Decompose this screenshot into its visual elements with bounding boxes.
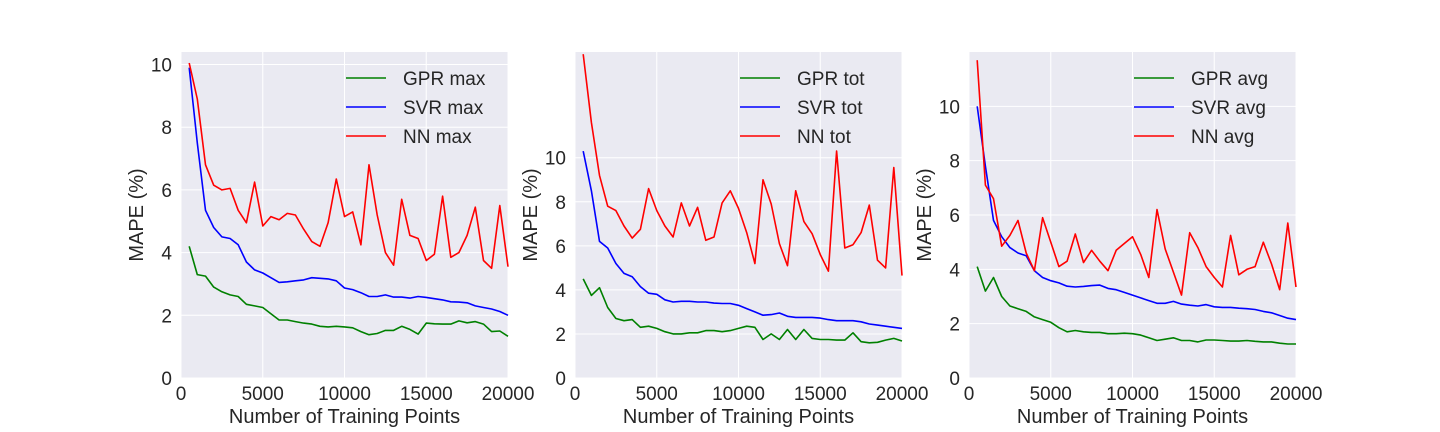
y-tick-label: 2: [949, 315, 960, 336]
x-axis-label: Number of Training Points: [229, 406, 460, 428]
x-tick-label: 15000: [1188, 384, 1241, 405]
x-tick-label: 10000: [712, 384, 765, 405]
y-axis-label: MAPE (%): [126, 168, 148, 261]
legend-entry: SVR avg: [1191, 98, 1266, 119]
y-tick-label: 10: [939, 97, 960, 118]
legend-entry: GPR avg: [1191, 69, 1268, 90]
x-tick-label: 20000: [1270, 384, 1323, 405]
x-tick-label: 0: [964, 384, 975, 405]
series-line-svr-max: [188, 67, 509, 317]
x-axis-label: Number of Training Points: [1017, 406, 1248, 428]
y-tick-label: 8: [949, 152, 960, 173]
y-tick-label: 2: [555, 325, 566, 346]
chart-panel-max: 0 5000 10000 15000 20000 0 2 4 6 8 10 Number of Tra…: [126, 52, 534, 428]
legend-entry: NN max: [403, 127, 472, 148]
y-tick-label: 0: [949, 369, 960, 390]
y-tick-label: 6: [949, 206, 960, 227]
series-line-nn-max: [188, 62, 509, 270]
series-line-svr-tot: [582, 150, 903, 330]
y-tick-label: 8: [555, 193, 566, 214]
y-tick-label: 0: [161, 369, 172, 390]
y-tick-label: 4: [949, 260, 960, 281]
y-axis-label: MAPE (%): [914, 168, 936, 261]
x-tick-label: 5000: [242, 384, 284, 405]
y-tick-label: 4: [161, 244, 172, 265]
legend-entry: GPR max: [403, 69, 486, 90]
series-line-nn-tot: [582, 54, 903, 276]
legend-entry: NN avg: [1191, 127, 1254, 148]
legend-entry: GPR tot: [797, 69, 865, 90]
y-axis-label: MAPE (%): [520, 168, 542, 261]
x-tick-label: 20000: [876, 384, 929, 405]
x-tick-label: 0: [570, 384, 581, 405]
y-tick-label: 10: [151, 56, 172, 77]
series-line-nn-avg: [976, 60, 1297, 296]
x-tick-label: 10000: [318, 384, 371, 405]
y-tick-label: 10: [545, 149, 566, 170]
series-line-gpr-max: [188, 246, 509, 337]
x-axis-label: Number of Training Points: [623, 406, 854, 428]
series-line-gpr-tot: [582, 278, 903, 344]
y-tick-label: 4: [555, 281, 566, 302]
x-tick-label: 5000: [636, 384, 678, 405]
y-tick-label: 2: [161, 306, 172, 327]
x-tick-label: 15000: [794, 384, 847, 405]
x-tick-label: 5000: [1030, 384, 1072, 405]
series-line-gpr-avg: [976, 266, 1296, 345]
legend-entry: NN tot: [797, 127, 852, 148]
y-tick-label: 6: [161, 181, 172, 202]
x-tick-label: 20000: [482, 384, 535, 405]
chart-panel-avg: 0 5000 10000 15000 20000 0 2 4 6 8 10 Number of Tra…: [914, 52, 1322, 428]
x-tick-label: 0: [176, 384, 187, 405]
y-tick-label: 6: [555, 237, 566, 258]
legend-entry: SVR tot: [797, 98, 863, 119]
x-tick-label: 10000: [1106, 384, 1159, 405]
y-tick-label: 0: [555, 369, 566, 390]
y-tick-label: 8: [161, 118, 172, 139]
x-tick-label: 15000: [400, 384, 453, 405]
chart-panel-tot: 0 5000 10000 15000 20000 0 2 4 6 8 10 Number of Tra…: [520, 52, 928, 428]
legend-entry: SVR max: [403, 98, 484, 119]
